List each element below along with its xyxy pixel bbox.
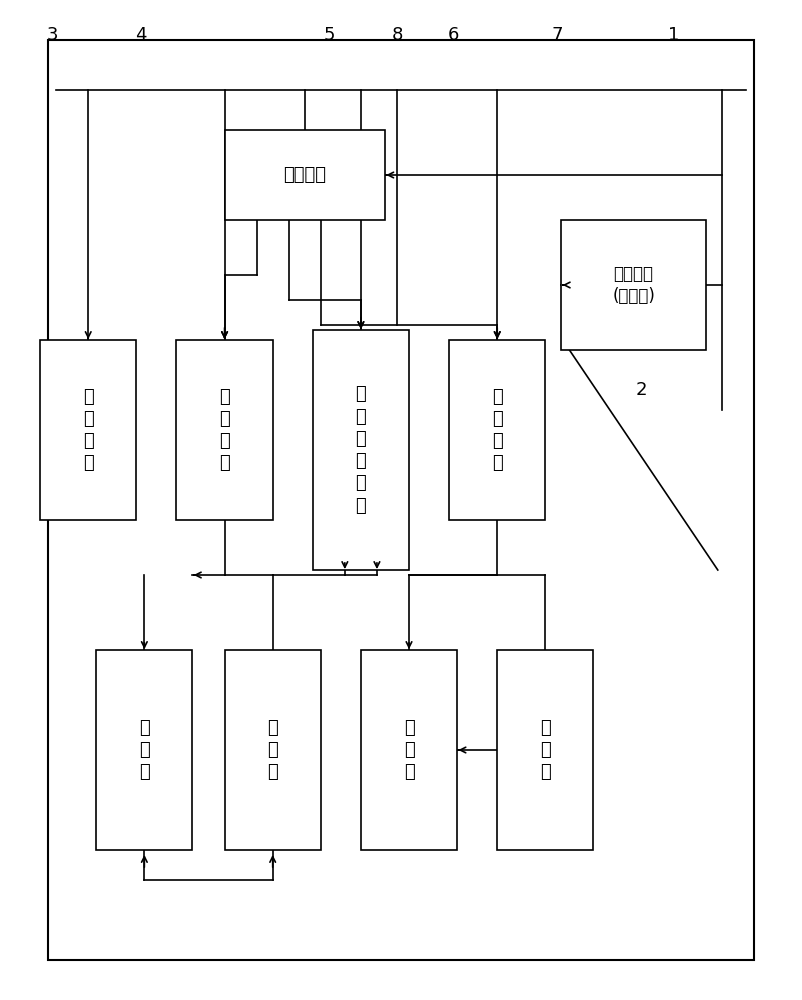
Text: 加
热
模
组: 加 热 模 组 bbox=[492, 388, 503, 472]
Text: 5: 5 bbox=[323, 26, 334, 44]
FancyBboxPatch shape bbox=[40, 340, 136, 520]
FancyBboxPatch shape bbox=[561, 220, 706, 350]
FancyBboxPatch shape bbox=[449, 340, 545, 520]
Text: 7: 7 bbox=[552, 26, 563, 44]
FancyBboxPatch shape bbox=[361, 650, 457, 850]
FancyBboxPatch shape bbox=[48, 40, 754, 960]
Text: 2: 2 bbox=[636, 381, 647, 399]
Text: 冷
热
交
换
模
块: 冷 热 交 换 模 块 bbox=[355, 385, 367, 514]
FancyBboxPatch shape bbox=[176, 340, 273, 520]
Text: 3: 3 bbox=[47, 26, 58, 44]
Text: 6: 6 bbox=[448, 26, 459, 44]
Text: 加
热
棒: 加 热 棒 bbox=[540, 719, 551, 781]
FancyBboxPatch shape bbox=[96, 650, 192, 850]
Text: 4: 4 bbox=[135, 26, 146, 44]
Text: 客户设备
(液压站): 客户设备 (液压站) bbox=[612, 265, 655, 305]
Text: 控制模组: 控制模组 bbox=[283, 166, 326, 184]
Text: 油
泵
模
组: 油 泵 模 组 bbox=[83, 388, 94, 472]
Text: 1: 1 bbox=[668, 26, 679, 44]
Text: 冷
却
液: 冷 却 液 bbox=[403, 719, 415, 781]
Text: 冷
凝
器: 冷 凝 器 bbox=[267, 719, 278, 781]
Text: 制
冷
模
组: 制 冷 模 组 bbox=[219, 388, 230, 472]
FancyBboxPatch shape bbox=[225, 130, 385, 220]
FancyBboxPatch shape bbox=[497, 650, 593, 850]
Text: 8: 8 bbox=[391, 26, 403, 44]
FancyBboxPatch shape bbox=[313, 330, 409, 570]
Text: 压
缩
机: 压 缩 机 bbox=[139, 719, 150, 781]
FancyBboxPatch shape bbox=[225, 650, 321, 850]
